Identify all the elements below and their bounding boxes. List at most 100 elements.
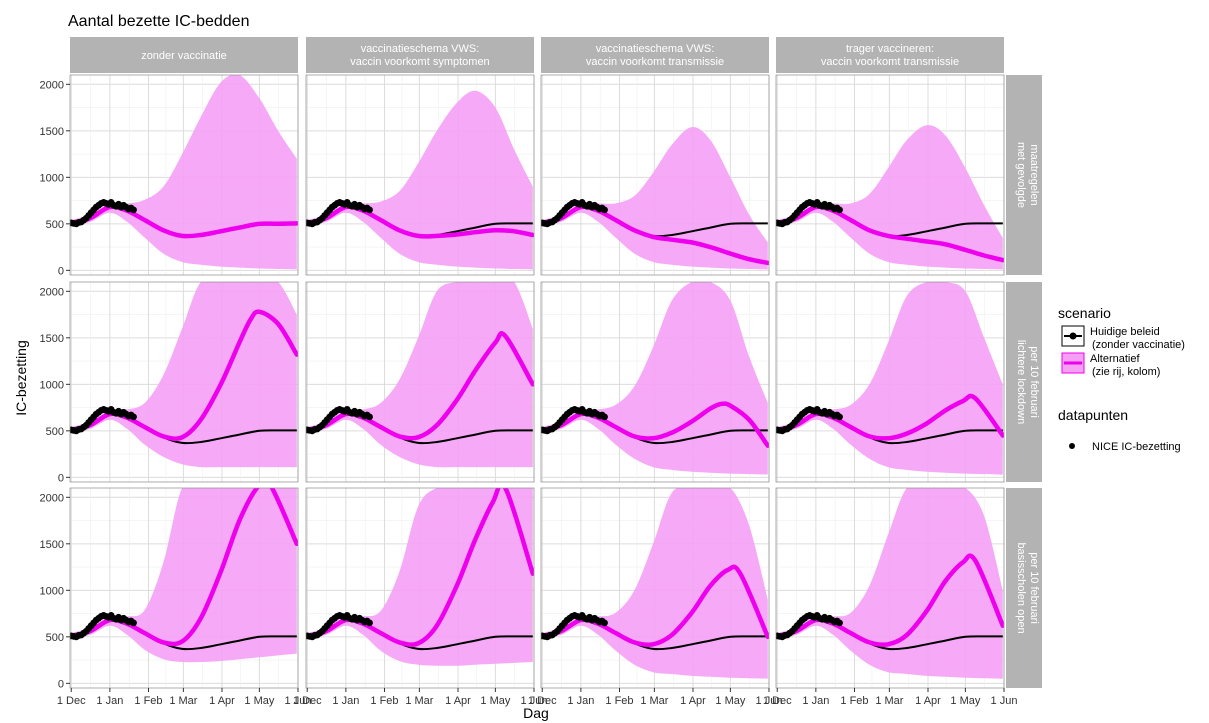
uncertainty-band xyxy=(307,90,533,270)
uncertainty-band xyxy=(307,282,533,468)
panel-0-3 xyxy=(775,74,1005,276)
row-strip-label: lichtere lockdown xyxy=(1015,340,1027,424)
x-tick-label: 1 May xyxy=(950,695,980,707)
x-tick-label: 1 Dec xyxy=(528,695,557,707)
row-strip-label: basisscholen open xyxy=(1015,542,1027,633)
x-tick-label: 1 Jan xyxy=(332,695,359,707)
x-tick-label: 1 Dec xyxy=(763,695,792,707)
column-strip-0: zonder vaccinatie xyxy=(70,37,298,73)
row-strip-label: per 10 februari xyxy=(1028,346,1040,418)
legend-scenario-title: scenario xyxy=(1058,305,1111,321)
panel-marks xyxy=(776,282,1004,475)
observed-point xyxy=(601,619,608,627)
column-strip-2: vaccinatieschema VWS:vaccin voorkomt tra… xyxy=(541,37,769,73)
panel-marks xyxy=(541,282,769,475)
x-tick-label: 1 May xyxy=(480,695,510,707)
y-tick-label: 1000 xyxy=(40,172,64,184)
panel-marks xyxy=(70,75,298,270)
x-tick-label: 1 Jun xyxy=(285,695,312,707)
uncertainty-band xyxy=(542,282,768,475)
observed-point xyxy=(836,413,843,421)
legend-baseline-line2: (zonder vaccinatie) xyxy=(1092,339,1185,351)
uncertainty-band xyxy=(777,488,1003,679)
panel-marks xyxy=(541,127,769,270)
x-tick-label: 1 Apr xyxy=(445,695,471,707)
legend-points-title: datapunten xyxy=(1058,407,1128,423)
observed-point xyxy=(601,206,608,214)
legend-baseline-line1: Huidige beleid xyxy=(1090,326,1160,338)
legend-alternative-line2: (zie rij, kolom) xyxy=(1092,366,1160,378)
chart-title: Aantal bezette IC-bedden xyxy=(68,13,249,30)
x-tick-label: 1 Jan xyxy=(96,695,123,707)
legend-key-baseline xyxy=(1061,325,1085,347)
x-tick-label: 1 Jun xyxy=(991,695,1018,707)
y-tick-label: 1500 xyxy=(40,539,64,551)
panel-marks xyxy=(306,90,534,270)
panel-border xyxy=(775,487,1005,689)
uncertainty-band xyxy=(542,127,768,270)
observed-point xyxy=(130,206,137,214)
row-strip-2: basisscholen open per 10 februari xyxy=(1006,488,1042,688)
panel-border xyxy=(775,74,1005,276)
row-strip-1: lichtere lockdown per 10 februari xyxy=(1006,282,1042,482)
row-strip-label: maatregelen xyxy=(1028,144,1040,205)
panel-2-3 xyxy=(775,487,1005,689)
panel-border xyxy=(775,281,1005,483)
panel-0-2 xyxy=(540,74,770,276)
y-tick-label: 500 xyxy=(46,219,64,231)
panel-border xyxy=(69,487,299,689)
x-tick-label: 1 Feb xyxy=(370,695,398,707)
x-tick-label: 1 May xyxy=(244,695,274,707)
panel-1-3 xyxy=(775,281,1005,483)
y-tick-label: 500 xyxy=(46,426,64,438)
uncertainty-band xyxy=(71,75,297,270)
uncertainty-band xyxy=(542,488,768,679)
y-tick-label: 0 xyxy=(58,678,64,690)
x-tick-label: 1 Feb xyxy=(605,695,633,707)
observed-point xyxy=(366,206,373,214)
legend: scenario Huidige beleid (zonder vaccinat… xyxy=(1058,305,1185,453)
y-tick-label: 1500 xyxy=(40,126,64,138)
panel-marks xyxy=(541,488,769,679)
x-tick-label: 1 Mar xyxy=(169,695,197,707)
panel-marks xyxy=(306,282,534,468)
legend-alternative-line1: Alternatief xyxy=(1090,353,1140,365)
row-strip-0: met gevolgde maatregelen xyxy=(1006,75,1042,275)
observed-point xyxy=(130,619,137,627)
column-strip-label: vaccin voorkomt transmissie xyxy=(821,56,959,68)
panel-0-1 xyxy=(305,74,535,276)
panel-border xyxy=(69,281,299,483)
column-strip-1: vaccinatieschema VWS:vaccin voorkomt sym… xyxy=(306,37,534,73)
y-tick-label: 2000 xyxy=(40,286,64,298)
panel-0-0 xyxy=(69,74,299,276)
x-tick-label: 1 Dec xyxy=(57,695,86,707)
observed-point xyxy=(366,619,373,627)
observed-point xyxy=(366,413,373,421)
row-strip-background xyxy=(1006,75,1042,275)
panel-border xyxy=(540,487,770,689)
column-strip-label: vaccinatieschema VWS: xyxy=(361,43,480,55)
legend-key-baseline-dot xyxy=(1069,332,1077,340)
y-tick-label: 1000 xyxy=(40,379,64,391)
x-tick-label: 1 Mar xyxy=(875,695,903,707)
row-strip-label: per 10 februari xyxy=(1028,552,1040,624)
column-strip-background xyxy=(70,37,298,73)
panel-2-2 xyxy=(540,487,770,689)
observed-point xyxy=(130,413,137,421)
y-tick-label: 0 xyxy=(58,472,64,484)
observed-point xyxy=(601,413,608,421)
panel-border xyxy=(305,74,535,276)
column-strip-3: trager vaccineren:vaccin voorkomt transm… xyxy=(776,37,1004,73)
uncertainty-band xyxy=(777,282,1003,475)
panel-border xyxy=(305,487,535,689)
row-strip-label: met gevolgde xyxy=(1015,142,1027,208)
x-tick-label: 1 Feb xyxy=(840,695,868,707)
row-strip-background xyxy=(1006,488,1042,688)
x-tick-label: 1 May xyxy=(715,695,745,707)
x-tick-label: 1 Mar xyxy=(405,695,433,707)
observed-point xyxy=(836,619,843,627)
x-tick-label: 1 Apr xyxy=(915,695,941,707)
observed-point xyxy=(836,206,843,214)
x-tick-label: 1 Feb xyxy=(134,695,162,707)
